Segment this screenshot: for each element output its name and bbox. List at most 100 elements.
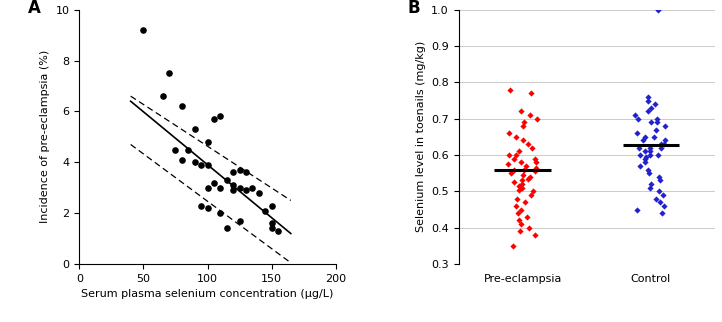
Point xyxy=(272,228,284,233)
Point xyxy=(639,160,651,165)
Point xyxy=(525,193,536,198)
Point xyxy=(651,116,663,121)
Point xyxy=(643,109,654,114)
Point xyxy=(163,71,175,76)
Point xyxy=(520,163,531,168)
Point xyxy=(630,112,641,118)
Point xyxy=(644,149,656,154)
Point xyxy=(517,138,529,143)
Point xyxy=(645,182,657,187)
Point xyxy=(221,177,232,183)
Point xyxy=(527,189,539,194)
Point xyxy=(645,120,657,125)
Point xyxy=(157,94,168,99)
Point xyxy=(658,142,670,147)
Point xyxy=(503,152,515,157)
Point xyxy=(511,196,523,201)
Point xyxy=(266,203,277,208)
Point xyxy=(653,7,664,12)
Point xyxy=(644,185,656,190)
Point xyxy=(510,152,522,157)
Point xyxy=(234,167,245,173)
Point xyxy=(266,221,277,226)
Point xyxy=(138,27,149,33)
Point xyxy=(515,109,526,114)
Point xyxy=(526,91,537,96)
X-axis label: Serum plasma selenium concentration (μg/L): Serum plasma selenium concentration (μg/… xyxy=(82,289,334,299)
Point xyxy=(657,193,669,198)
Point xyxy=(508,156,520,161)
Point xyxy=(516,178,527,183)
Point xyxy=(643,94,654,99)
Point xyxy=(529,156,541,161)
Point xyxy=(644,145,656,150)
Y-axis label: Incidence of pre-eclampsia (%): Incidence of pre-eclampsia (%) xyxy=(40,50,50,223)
Point xyxy=(259,208,271,213)
Point xyxy=(631,131,643,136)
Point xyxy=(508,180,519,185)
Point xyxy=(525,174,536,179)
Point xyxy=(201,185,213,190)
Point xyxy=(631,207,643,212)
Point xyxy=(176,157,188,162)
Point xyxy=(510,203,521,208)
Point xyxy=(529,169,541,174)
Point xyxy=(516,222,527,227)
Point xyxy=(170,147,181,152)
Point xyxy=(658,203,670,208)
Point xyxy=(505,171,517,176)
Point xyxy=(253,190,264,195)
Point xyxy=(208,117,219,122)
Point xyxy=(240,188,252,193)
Point xyxy=(659,138,671,143)
Point xyxy=(635,163,646,168)
Point xyxy=(518,120,530,125)
Point xyxy=(656,211,668,216)
Point xyxy=(201,205,213,211)
Point xyxy=(643,98,654,103)
Point xyxy=(227,170,239,175)
Point xyxy=(526,145,538,150)
Point xyxy=(518,173,529,178)
Point xyxy=(651,196,662,201)
Point xyxy=(531,116,543,121)
Point xyxy=(651,127,662,132)
Point xyxy=(517,123,529,128)
Point xyxy=(221,226,232,231)
Y-axis label: Selenium level in toenails (mg/kg): Selenium level in toenails (mg/kg) xyxy=(416,41,425,232)
Point xyxy=(632,116,644,121)
Point xyxy=(518,167,530,172)
Point xyxy=(653,174,665,179)
Point xyxy=(513,211,524,216)
Point xyxy=(523,112,535,118)
Point xyxy=(643,171,655,176)
Point xyxy=(530,160,542,165)
Point xyxy=(196,203,207,208)
Point xyxy=(523,142,534,147)
Point xyxy=(519,200,531,205)
Point xyxy=(640,154,652,159)
Point xyxy=(529,232,541,238)
Point xyxy=(196,162,207,167)
Point xyxy=(634,145,645,150)
Point xyxy=(240,170,252,175)
Point xyxy=(234,218,245,223)
Point xyxy=(653,189,665,194)
Point xyxy=(522,176,534,181)
Point xyxy=(513,187,524,192)
Point xyxy=(214,114,226,119)
Point xyxy=(659,123,671,128)
Point xyxy=(266,226,277,231)
Point xyxy=(654,200,666,205)
Point xyxy=(234,185,245,190)
Point xyxy=(513,149,525,154)
Point xyxy=(649,101,661,107)
Point xyxy=(522,214,534,219)
Point xyxy=(643,167,654,172)
Point xyxy=(516,160,527,165)
Point xyxy=(513,218,524,223)
Point xyxy=(214,185,226,190)
Point xyxy=(523,225,535,230)
Point xyxy=(176,104,188,109)
Point xyxy=(637,138,648,143)
